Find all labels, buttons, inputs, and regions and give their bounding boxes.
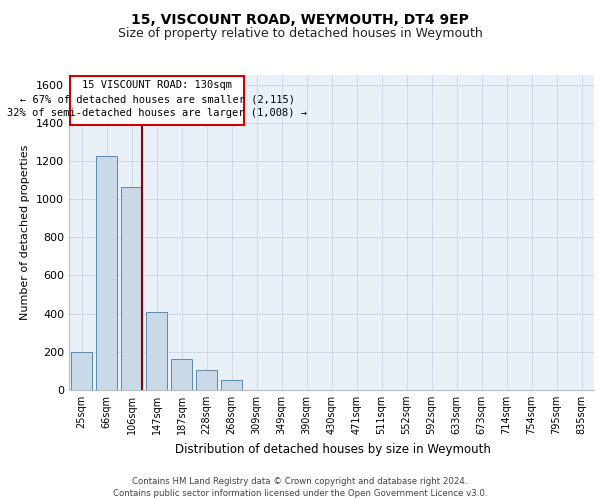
Text: 15, VISCOUNT ROAD, WEYMOUTH, DT4 9EP: 15, VISCOUNT ROAD, WEYMOUTH, DT4 9EP	[131, 12, 469, 26]
Bar	[221, 380, 242, 390]
Text: ← 67% of detached houses are smaller (2,115): ← 67% of detached houses are smaller (2,…	[20, 94, 295, 104]
Bar	[121, 186, 142, 390]
Bar	[171, 360, 192, 390]
Bar	[96, 156, 117, 390]
Text: Contains public sector information licensed under the Open Government Licence v3: Contains public sector information licen…	[113, 489, 487, 498]
Text: Size of property relative to detached houses in Weymouth: Size of property relative to detached ho…	[118, 28, 482, 40]
Text: 15 VISCOUNT ROAD: 130sqm: 15 VISCOUNT ROAD: 130sqm	[82, 80, 232, 90]
Y-axis label: Number of detached properties: Number of detached properties	[20, 145, 31, 320]
Text: Distribution of detached houses by size in Weymouth: Distribution of detached houses by size …	[175, 442, 491, 456]
Bar	[146, 312, 167, 390]
Text: Contains HM Land Registry data © Crown copyright and database right 2024.: Contains HM Land Registry data © Crown c…	[132, 478, 468, 486]
Bar	[71, 352, 92, 390]
Text: 32% of semi-detached houses are larger (1,008) →: 32% of semi-detached houses are larger (…	[7, 108, 307, 118]
Bar	[196, 370, 217, 390]
Bar	[70, 76, 244, 124]
